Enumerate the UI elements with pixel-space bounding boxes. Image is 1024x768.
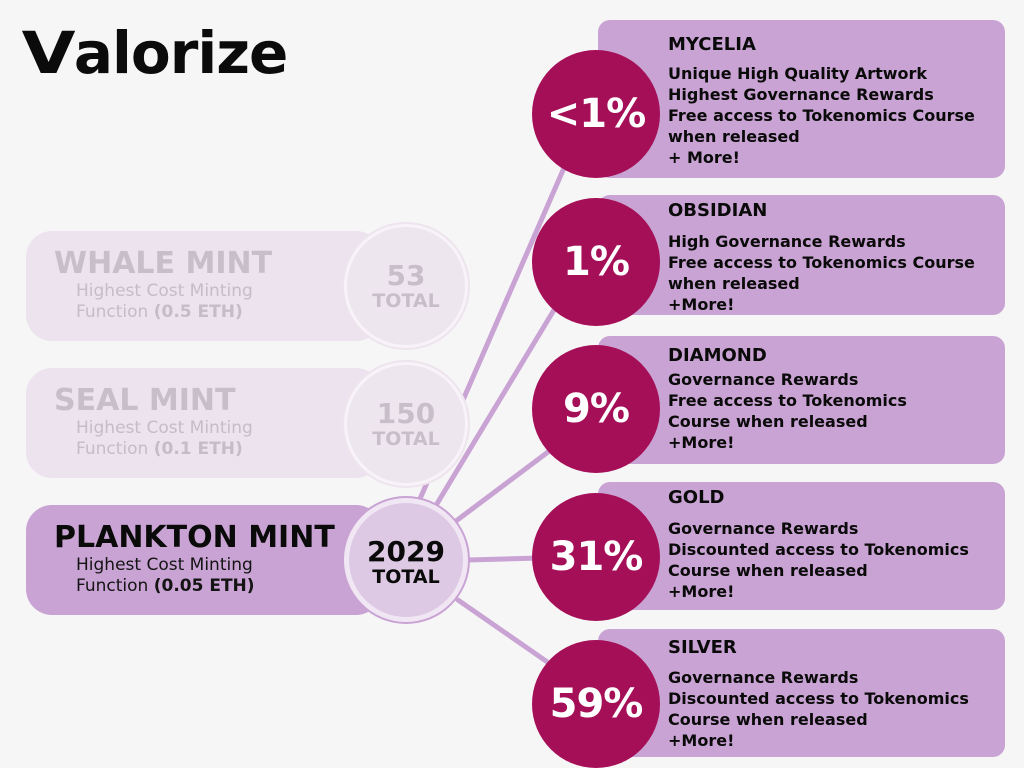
mint-title: WHALE MINT (54, 246, 273, 281)
tier-card-silver: SILVER Governance Rewards Discounted acc… (598, 629, 1005, 757)
tier-perk: +More! (668, 731, 735, 750)
tier-perk: +More! (668, 433, 735, 452)
tier-perks: Governance Rewards Discounted access to … (668, 518, 1005, 602)
mint-desc-word: Function (76, 576, 149, 596)
tier-perk: Discounted access to Tokenomics (668, 689, 969, 708)
tier-perk: Unique High Quality Artwork (668, 64, 928, 83)
mint-desc-line: Highest Cost Minting (76, 418, 253, 438)
tier-percent-gold: 31% (532, 493, 660, 621)
mint-card-seal: SEAL MINT Highest Cost Minting Function … (26, 368, 382, 478)
tier-percent-silver: 59% (532, 640, 660, 768)
tier-perk: Course when released (668, 710, 868, 729)
mint-desc-line: Highest Cost Minting (76, 281, 253, 301)
tier-perks: Governance Rewards Discounted access to … (668, 667, 1005, 751)
mint-card-whale: WHALE MINT Highest Cost Minting Function… (26, 231, 382, 341)
mint-title: SEAL MINT (54, 383, 236, 418)
tier-perk: High Governance Rewards (668, 232, 906, 251)
tier-perk: Free access to Tokenomics Course (668, 106, 975, 125)
logo-text: alorize (73, 19, 288, 87)
logo-mark: V (21, 19, 76, 87)
mint-desc-line: Function (0.1 ETH) (76, 439, 382, 460)
mint-description: Highest Cost Minting Function (0.05 ETH) (54, 555, 382, 597)
mint-desc-line: Highest Cost Minting (76, 555, 253, 575)
mint-price: (0.1 ETH) (153, 439, 243, 459)
mint-desc-word: Function (76, 439, 149, 459)
tier-card-diamond: DIAMOND Governance Rewards Free access t… (598, 336, 1005, 464)
connector-line-diamond (449, 443, 559, 527)
mint-count-label: TOTAL (372, 566, 440, 588)
tier-card-gold: GOLD Governance Rewards Discounted acces… (598, 482, 1005, 610)
mint-description: Highest Cost Minting Function (0.1 ETH) (54, 418, 382, 460)
connector-line-silver (455, 597, 559, 671)
mint-count-whale: 53 TOTAL (344, 224, 468, 348)
mint-desc-line: Function (0.5 ETH) (76, 302, 382, 323)
tier-percent-diamond: 9% (532, 345, 660, 473)
tier-perk: Course when released (668, 412, 868, 431)
tier-perk: when released (668, 127, 800, 146)
tier-perk: Discounted access to Tokenomics (668, 540, 969, 559)
tier-percent-mycelia: <1% (532, 50, 660, 178)
tier-perk: when released (668, 274, 800, 293)
mint-count-seal: 150 TOTAL (344, 362, 468, 486)
mint-count-number: 53 (386, 259, 426, 292)
tier-perk: Governance Rewards (668, 519, 859, 538)
tier-perks: Unique High Quality Artwork Highest Gove… (668, 63, 1005, 168)
connector-line-gold (465, 555, 543, 563)
tier-name: MYCELIA (668, 34, 756, 55)
mint-count-plankton: 2029 TOTAL (344, 498, 468, 622)
tier-perk: Course when released (668, 561, 868, 580)
tier-card-obsidian: OBSIDIAN High Governance Rewards Free ac… (598, 195, 1005, 315)
valorize-logo: Valorize (22, 24, 289, 82)
mint-description: Highest Cost Minting Function (0.5 ETH) (54, 281, 382, 323)
tier-perk: Free access to Tokenomics (668, 391, 907, 410)
mint-count-label: TOTAL (372, 428, 440, 450)
mint-count-number: 2029 (367, 535, 445, 568)
mint-count-label: TOTAL (372, 290, 440, 312)
tier-name: DIAMOND (668, 345, 767, 366)
tier-percent-obsidian: 1% (532, 198, 660, 326)
mint-price: (0.05 ETH) (153, 576, 255, 596)
tier-card-mycelia: MYCELIA Unique High Quality Artwork High… (598, 20, 1005, 178)
mint-desc-line: Function (0.05 ETH) (76, 576, 382, 597)
mint-count-number: 150 (376, 397, 436, 430)
mint-price: (0.5 ETH) (153, 302, 243, 322)
tier-perk: + More! (668, 148, 740, 167)
tier-perk: +More! (668, 582, 735, 601)
tier-perk: +More! (668, 295, 735, 314)
mint-card-plankton: PLANKTON MINT Highest Cost Minting Funct… (26, 505, 382, 615)
connector-line-obsidian (429, 297, 563, 515)
tier-perk: Governance Rewards (668, 370, 859, 389)
mint-desc-word: Function (76, 302, 149, 322)
tier-perks: High Governance Rewards Free access to T… (668, 231, 1005, 315)
tier-name: SILVER (668, 637, 737, 658)
tier-name: OBSIDIAN (668, 200, 768, 221)
tier-perk: Free access to Tokenomics Course (668, 253, 975, 272)
tier-name: GOLD (668, 487, 725, 508)
tier-perk: Highest Governance Rewards (668, 85, 934, 104)
mint-title: PLANKTON MINT (54, 520, 335, 555)
tier-perks: Governance Rewards Free access to Tokeno… (668, 369, 1005, 453)
tier-perk: Governance Rewards (668, 668, 859, 687)
